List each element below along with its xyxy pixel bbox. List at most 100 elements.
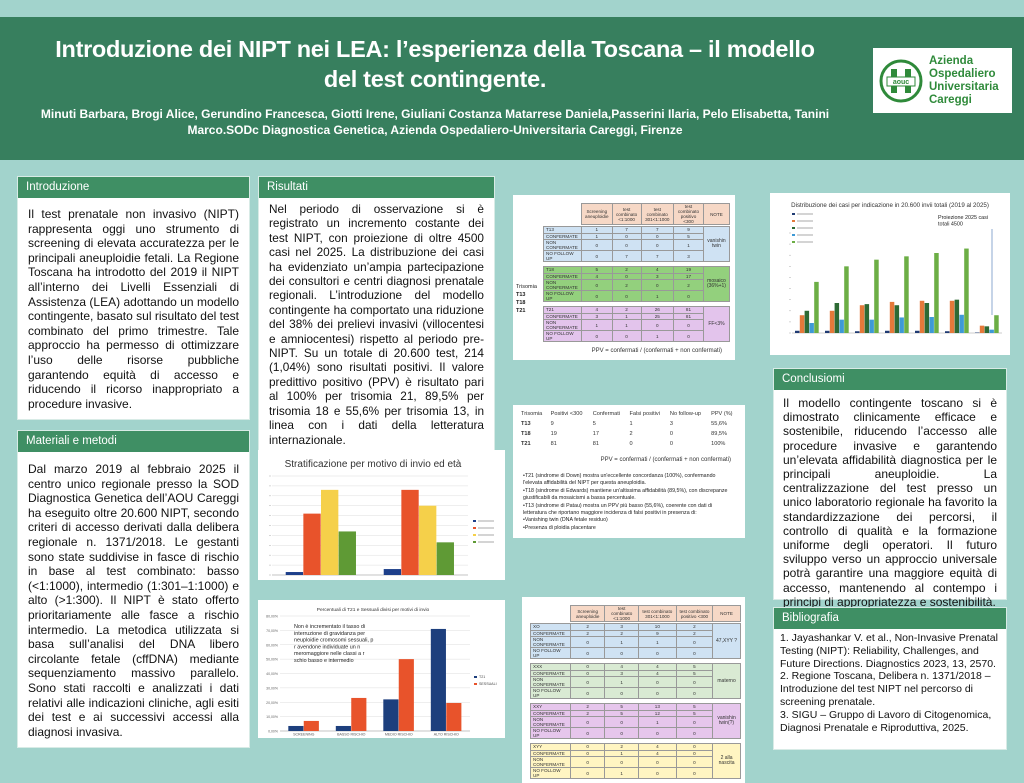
row-label: NON CONFERMATE (544, 240, 582, 251)
bar (964, 249, 969, 333)
note-cell: 2 alla nascita (713, 744, 741, 779)
row-label: T13 (519, 419, 549, 429)
t21-sex-chart-svg: Percentuali di T21 e Sessuali divisi per… (258, 600, 505, 738)
table-cell: 81 (591, 439, 628, 449)
section-title: Conclusiomi (774, 369, 1006, 390)
note-bullet: •T13 (sindrome di Patau) mostra un PPV p… (523, 503, 735, 518)
table-cell: 1 (581, 320, 612, 331)
ppv-formula: PPV = confermati / (confermati + non con… (543, 348, 730, 354)
y-tick-label: 0,00% (268, 730, 278, 734)
y-tick-label: 70,00% (266, 629, 278, 633)
y-tick-label: 80,00% (266, 615, 278, 619)
table-cell: 7 (612, 251, 641, 262)
section-title: Bibliografia (774, 608, 1006, 629)
table-cell: 0 (581, 331, 612, 342)
table-cell: 0 (676, 768, 712, 779)
table-cell: 0 (676, 677, 712, 688)
bar (925, 303, 930, 333)
logo-line: Azienda (929, 55, 999, 68)
legend-swatch (474, 683, 477, 685)
table-cell: 0 (581, 240, 612, 251)
reference-item: 1. Jayashankar V. et al., Non-Invasive P… (780, 632, 1000, 670)
row-label: T18 (519, 429, 549, 439)
bar (814, 282, 819, 333)
legend-swatch (792, 241, 795, 243)
bar (920, 301, 925, 333)
legend-swatch (473, 541, 476, 543)
x-tick-label: ALTO RISCHIO (434, 733, 459, 737)
row-label: CONFERMATE (531, 750, 571, 757)
x-tick-label: SCREENING (293, 733, 315, 737)
table-cell: 1 (605, 637, 638, 648)
table-cell: 0 (581, 280, 612, 291)
results-text: Nel periodo di osservazione si è registr… (259, 198, 494, 455)
table-cell: 1 (641, 331, 674, 342)
legend-swatch (792, 220, 795, 222)
table-cell: 0 (612, 240, 641, 251)
row-label: NON CONFERMATE (544, 280, 582, 291)
table-cell: 89,5% (709, 429, 739, 439)
note-cell: mosaico (36%+1) (703, 267, 729, 302)
annotation-line: totali 4500 (938, 222, 963, 228)
bar (950, 301, 955, 333)
bar (855, 331, 860, 333)
row-label: NON CONFERMATE (531, 717, 571, 728)
row-label: NO FOLLOW UP (531, 768, 571, 779)
bar (384, 569, 401, 575)
table-cell: 55,6% (709, 419, 739, 429)
table-cell: 0 (676, 648, 712, 659)
bar (874, 260, 879, 333)
table-cell: 2 (674, 280, 704, 291)
header-cell: test combinato positivo <300 (674, 204, 704, 225)
row-label: NON CONFERMATE (531, 757, 571, 768)
table-cell: 0 (676, 757, 712, 768)
table-cell: 81 (549, 439, 591, 449)
annotation-line: Non è incrementato il tasso di (294, 624, 365, 630)
bar (825, 331, 830, 333)
table-cell: 5 (591, 419, 628, 429)
table-cell: 3 (674, 251, 704, 262)
table-cell: 0 (638, 768, 676, 779)
legend-label-placeholder (797, 221, 813, 222)
side-label: T21 (516, 307, 537, 315)
bar (288, 726, 303, 731)
conclusions-text: Il modello contingente toscano si è dimo… (774, 390, 1006, 615)
legend-label-placeholder (478, 535, 494, 536)
bar (955, 300, 960, 333)
t21-sex-chart: Percentuali di T21 e Sessuali divisi per… (258, 600, 505, 738)
header-cell: Positivi <300 (549, 409, 591, 419)
legend-swatch (474, 676, 477, 678)
bar (915, 331, 920, 333)
logo-line: Careggi (929, 94, 999, 107)
annotation-line: meromaggiore nelle classi a r (294, 651, 365, 657)
note-cell: FF<3% (703, 307, 729, 342)
header-cell: Falsi positivi (627, 409, 667, 419)
table-cell: 1 (638, 637, 676, 648)
bar (959, 315, 964, 333)
header-cell: No follow-up (668, 409, 709, 419)
bibliography-section: Bibliografia 1. Jayashankar V. et al., N… (773, 607, 1007, 750)
row-label: CONFERMATE (531, 710, 571, 717)
table-cell: 0 (605, 688, 638, 699)
header-cell: test combinato positivo <300 (676, 606, 712, 622)
row-label: NON CONFERMATE (544, 320, 582, 331)
table-cell: 0 (638, 688, 676, 699)
legend-label-placeholder (797, 242, 813, 243)
header-cell (531, 606, 571, 622)
note-cell: vanishin twin(?) (713, 704, 741, 739)
